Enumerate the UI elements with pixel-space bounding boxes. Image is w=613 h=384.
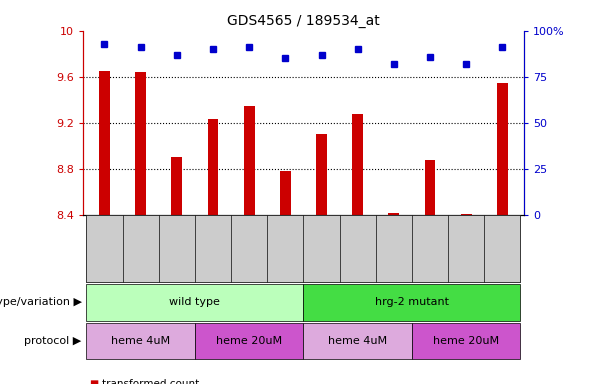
Text: hrg-2 mutant: hrg-2 mutant xyxy=(375,297,449,308)
Text: heme 4uM: heme 4uM xyxy=(111,336,170,346)
Bar xyxy=(497,83,508,215)
Text: protocol ▶: protocol ▶ xyxy=(25,336,82,346)
Bar xyxy=(461,214,471,215)
Text: wild type: wild type xyxy=(169,297,220,308)
Text: ■: ■ xyxy=(89,379,98,384)
Bar xyxy=(208,119,218,215)
Text: heme 4uM: heme 4uM xyxy=(328,336,387,346)
Bar xyxy=(172,157,182,215)
Text: heme 20uM: heme 20uM xyxy=(216,336,282,346)
Bar xyxy=(99,71,110,215)
Title: GDS4565 / 189534_at: GDS4565 / 189534_at xyxy=(227,14,380,28)
Bar xyxy=(425,160,435,215)
Text: transformed count: transformed count xyxy=(102,379,200,384)
Bar xyxy=(389,213,399,215)
Bar xyxy=(280,171,291,215)
Bar xyxy=(244,106,254,215)
Bar xyxy=(135,72,146,215)
Bar xyxy=(316,134,327,215)
Bar xyxy=(352,114,363,215)
Text: genotype/variation ▶: genotype/variation ▶ xyxy=(0,297,82,308)
Text: heme 20uM: heme 20uM xyxy=(433,336,500,346)
